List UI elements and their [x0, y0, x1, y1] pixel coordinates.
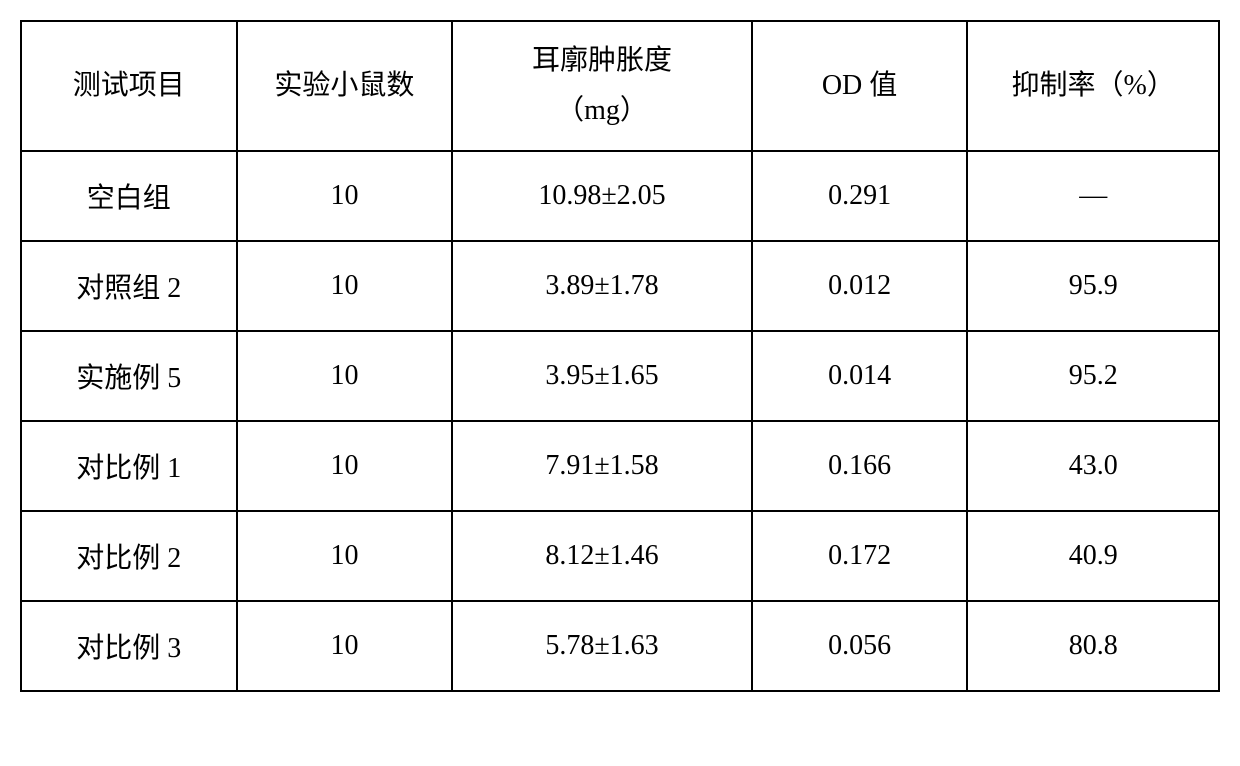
- cell-test-item: 对照组 2: [21, 241, 237, 331]
- cell-od-value: 0.012: [752, 241, 968, 331]
- table-row: 对比例 3 10 5.78±1.63 0.056 80.8: [21, 601, 1219, 691]
- cell-mouse-count: 10: [237, 601, 453, 691]
- cell-test-item: 对比例 1: [21, 421, 237, 511]
- cell-od-value: 0.172: [752, 511, 968, 601]
- table-row: 空白组 10 10.98±2.05 0.291 —: [21, 151, 1219, 241]
- cell-inhibition-rate: 95.9: [967, 241, 1219, 331]
- cell-od-value: 0.014: [752, 331, 968, 421]
- header-label: 实验小鼠数: [274, 70, 414, 101]
- cell-ear-swelling: 10.98±2.05: [452, 151, 752, 241]
- cell-test-item: 对比例 2: [21, 511, 237, 601]
- cell-mouse-count: 10: [237, 151, 453, 241]
- cell-mouse-count: 10: [237, 421, 453, 511]
- table-row: 对比例 2 10 8.12±1.46 0.172 40.9: [21, 511, 1219, 601]
- header-inhibition-rate: 抑制率（%）: [967, 21, 1219, 151]
- cell-inhibition-rate: 95.2: [967, 331, 1219, 421]
- table-header-row: 测试项目 实验小鼠数 耳廓肿胀度 （mg） OD 值 抑制率（%）: [21, 21, 1219, 151]
- header-label: 测试项目: [73, 70, 185, 101]
- cell-inhibition-rate: 40.9: [967, 511, 1219, 601]
- header-label: 抑制率（%）: [1012, 70, 1175, 101]
- cell-inhibition-rate: 80.8: [967, 601, 1219, 691]
- header-label: OD 值: [822, 70, 897, 101]
- cell-test-item: 实施例 5: [21, 331, 237, 421]
- header-label-line2: （mg）: [556, 86, 648, 136]
- cell-ear-swelling: 3.95±1.65: [452, 331, 752, 421]
- cell-od-value: 0.291: [752, 151, 968, 241]
- header-mouse-count: 实验小鼠数: [237, 21, 453, 151]
- cell-test-item: 空白组: [21, 151, 237, 241]
- cell-test-item: 对比例 3: [21, 601, 237, 691]
- data-table: 测试项目 实验小鼠数 耳廓肿胀度 （mg） OD 值 抑制率（%）: [20, 20, 1220, 692]
- cell-ear-swelling: 7.91±1.58: [452, 421, 752, 511]
- cell-ear-swelling: 5.78±1.63: [452, 601, 752, 691]
- table-row: 对照组 2 10 3.89±1.78 0.012 95.9: [21, 241, 1219, 331]
- cell-od-value: 0.056: [752, 601, 968, 691]
- data-table-container: 测试项目 实验小鼠数 耳廓肿胀度 （mg） OD 值 抑制率（%）: [20, 20, 1220, 692]
- header-od-value: OD 值: [752, 21, 968, 151]
- cell-mouse-count: 10: [237, 511, 453, 601]
- header-multiline-container: 耳廓肿胀度 （mg）: [453, 22, 751, 150]
- table-row: 实施例 5 10 3.95±1.65 0.014 95.2: [21, 331, 1219, 421]
- header-ear-swelling: 耳廓肿胀度 （mg）: [452, 21, 752, 151]
- header-test-item: 测试项目: [21, 21, 237, 151]
- cell-ear-swelling: 3.89±1.78: [452, 241, 752, 331]
- header-label-line1: 耳廓肿胀度: [532, 36, 672, 86]
- cell-inhibition-rate: —: [967, 151, 1219, 241]
- cell-ear-swelling: 8.12±1.46: [452, 511, 752, 601]
- cell-mouse-count: 10: [237, 331, 453, 421]
- table-row: 对比例 1 10 7.91±1.58 0.166 43.0: [21, 421, 1219, 511]
- cell-od-value: 0.166: [752, 421, 968, 511]
- cell-mouse-count: 10: [237, 241, 453, 331]
- cell-inhibition-rate: 43.0: [967, 421, 1219, 511]
